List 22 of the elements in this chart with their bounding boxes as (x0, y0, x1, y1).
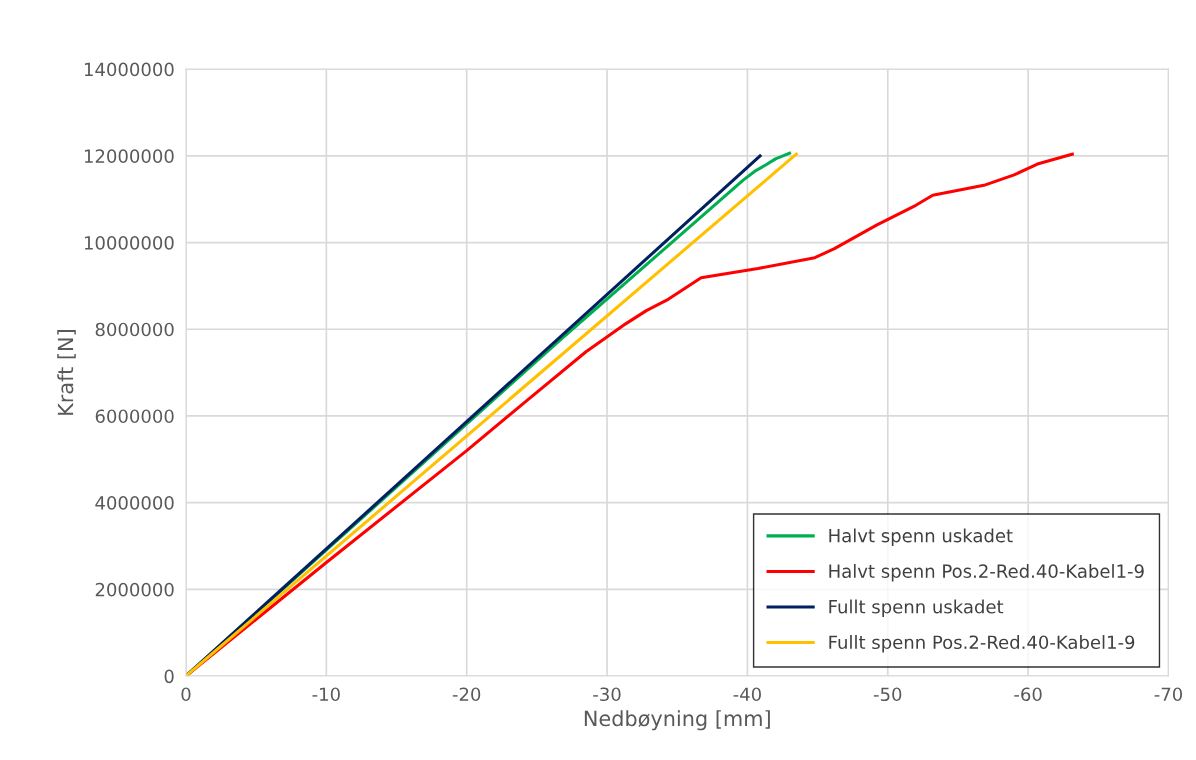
x-tick-label: -30 (593, 687, 621, 702)
y-axis-title: Kraft [N] (57, 330, 76, 415)
y-tick-label: 2000000 (95, 582, 174, 597)
legend-label: Fullt spenn Pos.2-Red.40-Kabel1-9 (829, 635, 1135, 653)
y-tick-label: 8000000 (95, 322, 174, 337)
x-tick-label: 0 (181, 687, 191, 702)
y-tick-label: 0 (164, 669, 174, 684)
legend-label: Halvt spenn uskadet (829, 528, 1013, 546)
y-tick-label: 12000000 (84, 149, 174, 163)
y-tick-label: 6000000 (95, 409, 174, 424)
y-tick-label: 4000000 (95, 496, 174, 510)
x-tick-label: -60 (1014, 687, 1042, 702)
legend-label: Fullt spenn uskadet (829, 599, 1004, 618)
x-tick-label: -50 (873, 687, 902, 702)
x-axis-title: Nedbøyning [mm] (584, 710, 770, 731)
x-tick-label: -70 (1154, 687, 1183, 702)
legend-label: Halvt spenn Pos.2-Red.40-Kabel1-9 (829, 564, 1144, 582)
x-tick-label: -10 (312, 687, 340, 702)
y-tick-label: 14000000 (84, 62, 174, 77)
x-tick-label: -20 (452, 687, 481, 702)
x-tick-label: -40 (733, 687, 761, 702)
y-tick-label: 10000000 (84, 236, 174, 250)
